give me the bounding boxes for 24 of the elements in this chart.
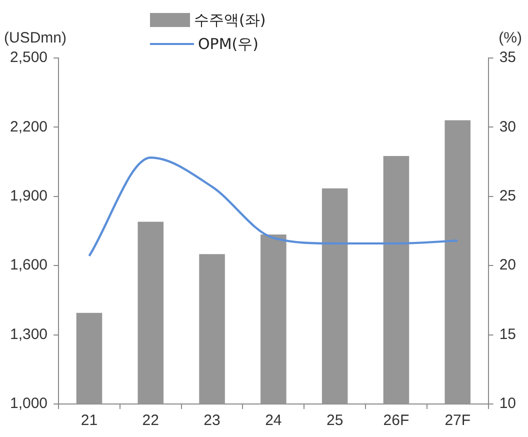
y-tick-label: 2,200 [10, 118, 48, 136]
x-tick-label: 24 [265, 412, 282, 430]
x-tick-label: 26F [383, 412, 410, 430]
y2-tick-label: 15 [499, 326, 516, 343]
y2-tick-label: 30 [499, 118, 516, 136]
y2-tick-label: 35 [499, 49, 516, 66]
y2-tick-label: 10 [499, 395, 516, 412]
y2-tick-label: 20 [499, 256, 516, 274]
x-tick-label: 23 [204, 412, 220, 430]
y-tick-label: 2,500 [10, 49, 48, 66]
y-tick-label: 1,600 [10, 256, 48, 274]
y-tick-label: 1,900 [10, 188, 48, 205]
y-tick-label: 1,000 [10, 395, 48, 412]
x-tick-label: 21 [80, 412, 98, 430]
x-tick-label: 22 [142, 412, 159, 430]
legend-label: 수주액(좌) [194, 10, 266, 31]
x-tick-label: 27F [444, 412, 471, 430]
y-axis-title: (USDmn) [4, 30, 66, 47]
line-series [88, 156, 459, 258]
y2-tick-label: 25 [499, 188, 516, 205]
y2-axis-title: (%) [498, 30, 522, 47]
legend-label: OPM(우) [198, 34, 258, 55]
x-tick-label: 25 [326, 412, 344, 430]
y-tick-label: 1,300 [10, 326, 48, 343]
